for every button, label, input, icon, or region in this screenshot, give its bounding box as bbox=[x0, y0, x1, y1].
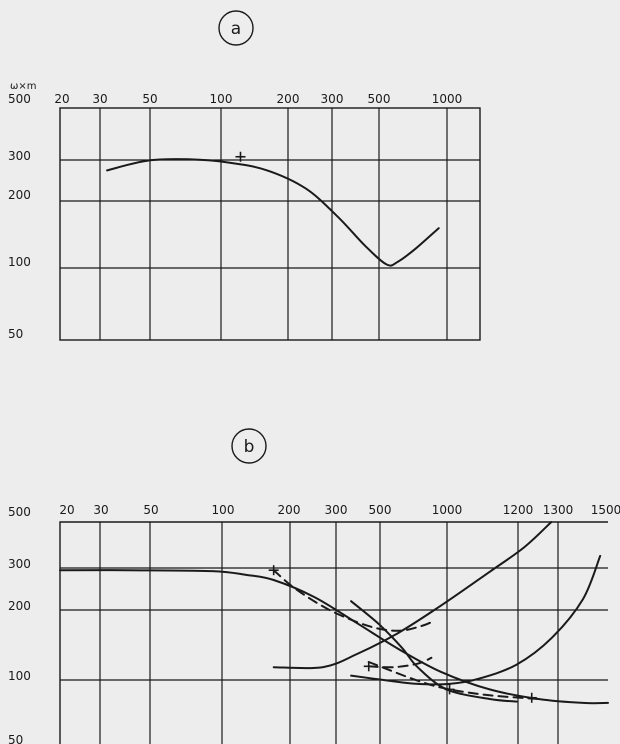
panel-b-plot-frame bbox=[60, 522, 608, 744]
panel-a-x-tick-labels: 20 30 50 100 200 300 500 1000 bbox=[54, 92, 462, 106]
x-tick-label: 300 bbox=[321, 92, 344, 106]
x-tick-label: 300 bbox=[325, 503, 348, 517]
panel-a-y-tick-labels: 500 300 200 100 50 bbox=[8, 92, 31, 341]
x-tick-label: 500 bbox=[369, 503, 392, 517]
series-1-curve bbox=[107, 159, 439, 265]
x-tick-label: 100 bbox=[212, 503, 235, 517]
x-tick-label: 100 bbox=[210, 92, 233, 106]
cross-marker bbox=[527, 693, 537, 703]
panel-a-plot-frame bbox=[60, 108, 480, 340]
panel-a-label: a bbox=[231, 19, 241, 39]
y-tick-label: 50 bbox=[8, 327, 23, 341]
cross-marker bbox=[445, 684, 455, 694]
x-tick-label: 200 bbox=[278, 503, 301, 517]
panel-b-grid bbox=[60, 522, 608, 744]
series-2-curve bbox=[274, 522, 552, 668]
y-tick-label: 500 bbox=[8, 92, 31, 106]
x-tick-label: 50 bbox=[143, 503, 158, 517]
y-tick-label: 200 bbox=[8, 599, 31, 613]
panel-b: b 20 30 50 100 200 300 500 1000 1200 1300 1500 500… bbox=[8, 429, 620, 744]
panel-b-label: b bbox=[244, 437, 255, 457]
y-tick-label: 300 bbox=[8, 557, 31, 571]
series-3-curve bbox=[351, 556, 600, 684]
panel-a-series bbox=[107, 159, 439, 265]
x-tick-label: 30 bbox=[93, 503, 108, 517]
x-tick-label: 20 bbox=[59, 503, 74, 517]
x-tick-label: 1200 bbox=[503, 503, 534, 517]
y-tick-label: 200 bbox=[8, 188, 31, 202]
y-tick-label: 300 bbox=[8, 149, 31, 163]
x-tick-label: 500 bbox=[368, 92, 391, 106]
y-tick-label: 100 bbox=[8, 669, 31, 683]
x-tick-label: 30 bbox=[92, 92, 107, 106]
x-tick-label: 20 bbox=[54, 92, 69, 106]
x-tick-label: 1000 bbox=[432, 92, 463, 106]
series-6-curve bbox=[369, 658, 432, 667]
x-tick-label: 1300 bbox=[543, 503, 574, 517]
panel-a-grid bbox=[60, 108, 480, 340]
y-tick-label: 50 bbox=[8, 733, 23, 744]
y-tick-label: 500 bbox=[8, 505, 31, 519]
series-1-curve bbox=[60, 570, 608, 703]
panel-b-x-tick-labels: 20 30 50 100 200 300 500 1000 1200 1300 1500 bbox=[59, 503, 620, 517]
panel-b-y-tick-labels: 500 300 200 100 50 bbox=[8, 505, 31, 744]
x-tick-label: 1000 bbox=[432, 503, 463, 517]
x-tick-label: 50 bbox=[142, 92, 157, 106]
panel-a: a ω×m 20 30 50 100 200 300 500 1000 500 300 200 10… bbox=[8, 11, 480, 341]
y-tick-label: 100 bbox=[8, 255, 31, 269]
panel-b-series bbox=[60, 522, 608, 703]
x-tick-label: 200 bbox=[277, 92, 300, 106]
x-tick-label: 1500 bbox=[591, 503, 620, 517]
series-5-curve bbox=[274, 570, 435, 631]
y-axis-unit-label: ω×m bbox=[10, 81, 37, 92]
